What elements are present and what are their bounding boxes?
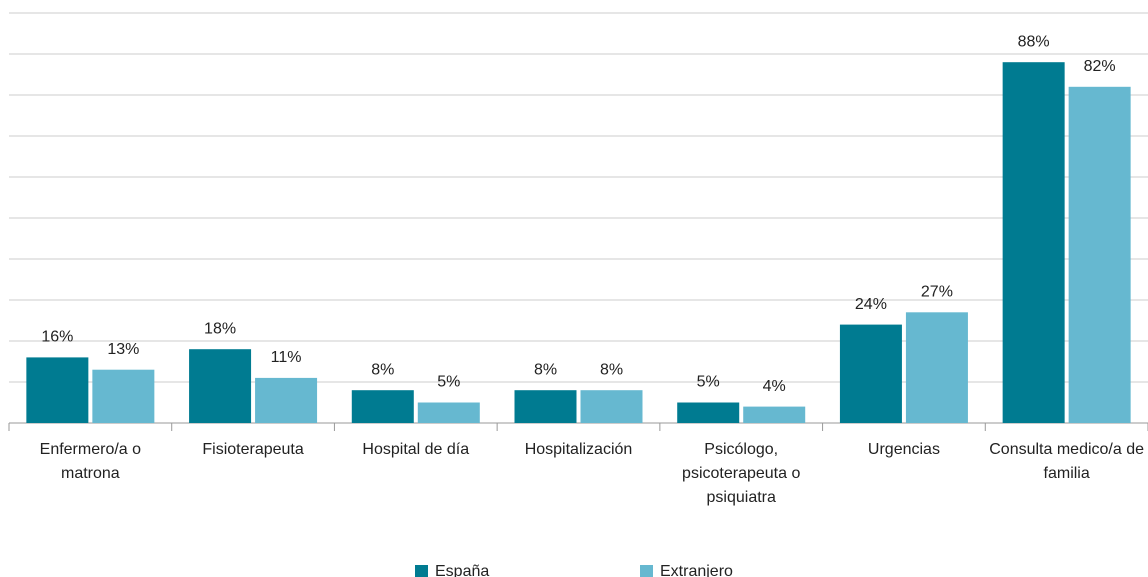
data-label: 11% xyxy=(271,349,302,366)
data-label: 82% xyxy=(1084,58,1116,75)
legend-swatch xyxy=(640,565,653,577)
legend-label: España xyxy=(435,563,489,577)
legend-label: Extranjero xyxy=(660,563,733,577)
x-tick-label: Consulta medico/a de familia xyxy=(989,441,1145,482)
data-label: 5% xyxy=(437,374,460,391)
data-label: 13% xyxy=(107,341,139,358)
bar xyxy=(1002,62,1065,423)
data-label: 24% xyxy=(855,296,887,313)
bar xyxy=(839,324,902,423)
bar xyxy=(677,402,740,423)
x-tick-label: Fisioterapeuta xyxy=(202,441,304,458)
data-label: 88% xyxy=(1018,33,1050,50)
legend-swatch xyxy=(415,565,428,577)
bar xyxy=(189,349,252,423)
bar xyxy=(1068,86,1131,424)
x-tick-label: Urgencias xyxy=(867,441,940,458)
bar xyxy=(255,377,318,423)
bar xyxy=(92,369,155,423)
data-label: 5% xyxy=(697,374,720,391)
bar xyxy=(351,390,414,423)
x-tick-label: Hospitalización xyxy=(524,441,633,458)
bar xyxy=(26,357,89,423)
bar xyxy=(417,402,480,423)
data-label: 8% xyxy=(371,361,394,378)
x-tick-label: Psicólogo, psicoterapeuta o psiquiatra xyxy=(682,441,801,506)
data-label: 8% xyxy=(600,361,623,378)
bar xyxy=(905,312,968,423)
data-label: 18% xyxy=(204,320,236,337)
bar xyxy=(514,390,577,423)
data-label: 27% xyxy=(921,284,953,301)
data-label: 8% xyxy=(534,361,557,378)
bar xyxy=(580,390,643,423)
bar xyxy=(743,406,806,423)
x-tick-label: Hospital de día xyxy=(362,441,470,458)
data-label: 16% xyxy=(41,329,73,346)
x-tick-label: Enfermero/a o matrona xyxy=(39,441,142,482)
data-label: 4% xyxy=(763,378,786,395)
